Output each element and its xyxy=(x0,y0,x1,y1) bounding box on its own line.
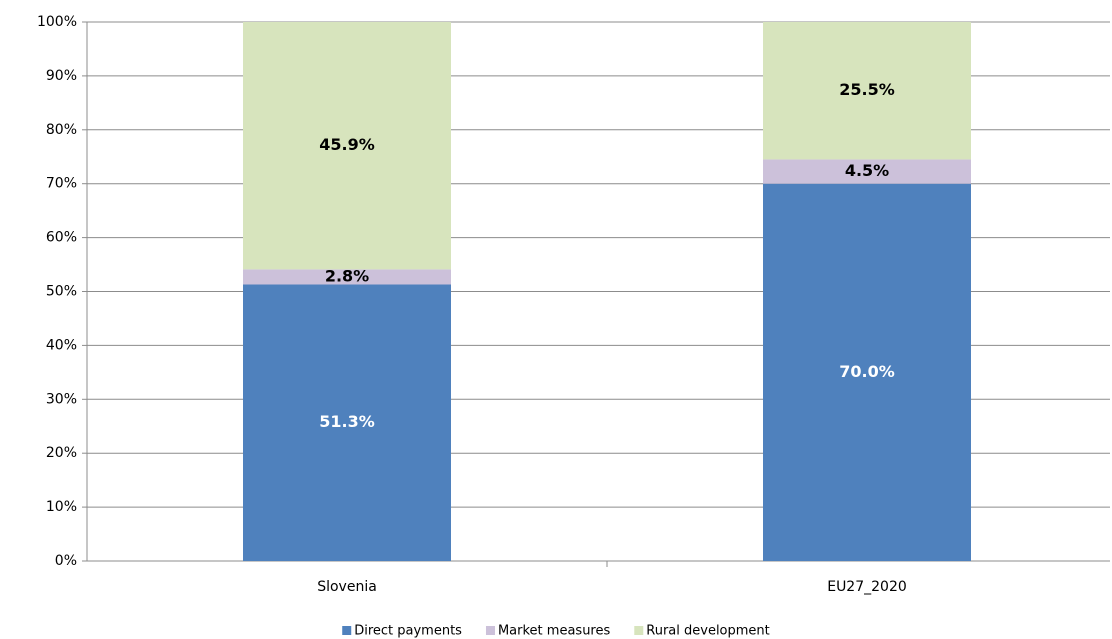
legend-swatch xyxy=(485,626,495,635)
y-tick-label: 30% xyxy=(46,391,77,407)
value-label: 70.0% xyxy=(839,362,895,381)
y-tick-label: 90% xyxy=(46,68,77,84)
value-label: 25.5% xyxy=(839,80,895,99)
value-label: 2.8% xyxy=(325,266,369,285)
y-tick-label: 70% xyxy=(46,176,77,192)
legend-label: Market measures xyxy=(498,624,611,639)
y-tick-label: 80% xyxy=(46,122,77,138)
value-label: 51.3% xyxy=(319,412,375,431)
bar-segment xyxy=(243,22,451,270)
x-tick-label: Slovenia xyxy=(317,579,377,595)
y-tick-label: 40% xyxy=(46,337,77,353)
value-label: 45.9% xyxy=(319,135,375,154)
bar-segment xyxy=(763,183,971,561)
bar-segment xyxy=(243,284,451,561)
bar-segment xyxy=(763,22,971,160)
bar-segment xyxy=(763,159,971,184)
value-label: 4.5% xyxy=(845,161,889,180)
y-tick-label: 50% xyxy=(46,284,77,300)
x-tick-label: EU27_2020 xyxy=(827,579,907,595)
legend-swatch xyxy=(634,626,644,635)
legend-label: Rural development xyxy=(646,624,770,639)
legend-label: Direct payments xyxy=(354,624,462,639)
y-tick-label: 0% xyxy=(55,553,77,569)
y-tick-label: 60% xyxy=(46,230,77,246)
y-tick-label: 100% xyxy=(37,14,77,30)
y-tick-label: 20% xyxy=(46,445,77,461)
legend-swatch xyxy=(342,626,352,635)
bar-segment xyxy=(243,269,451,285)
y-tick-label: 10% xyxy=(46,499,77,515)
